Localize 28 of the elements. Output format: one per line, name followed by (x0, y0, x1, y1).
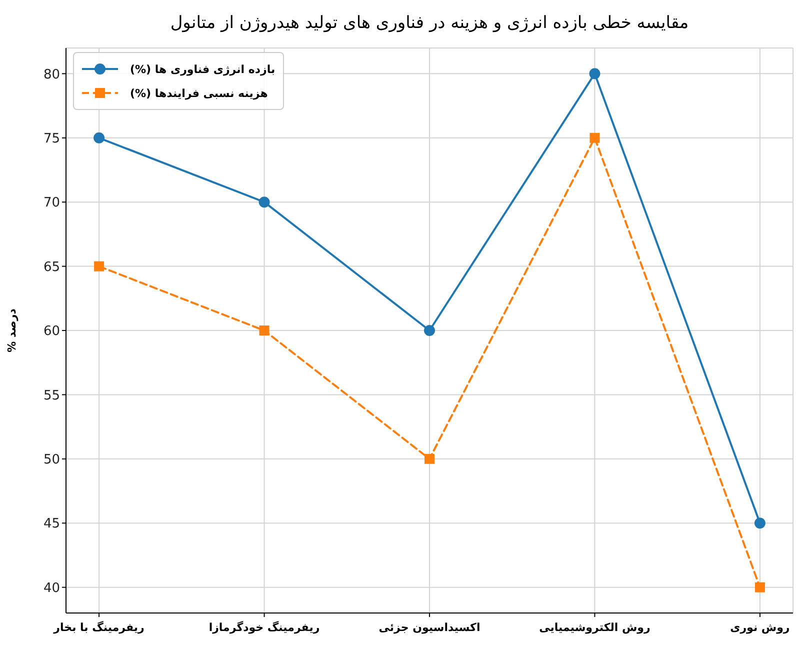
y-tick-label: 75 (43, 132, 60, 146)
y-tick-label: 80 (43, 67, 60, 82)
point (94, 261, 104, 272)
point (94, 132, 105, 144)
y-tick-label: 55 (43, 388, 60, 404)
point (424, 454, 434, 464)
legend-label: هزینه نسبی فرایندها (%) (130, 86, 268, 100)
chart-title: مقایسه خطی بازده انرژی و هزینه در فناوری های تولید هیدروژن از متانول (169, 13, 690, 33)
y-tick-label: 60 (43, 324, 60, 340)
point (754, 582, 765, 592)
y-tick-label: 65 (43, 260, 60, 275)
point (589, 68, 600, 80)
point (590, 132, 600, 143)
y-tick-label: 40 (43, 580, 60, 596)
point (259, 326, 270, 336)
x-tick-label: روش الکتروشیمیایی (539, 621, 650, 634)
y-axis-title: درصد % (6, 308, 18, 352)
x-tick-label: ریفرمینگ با بخار (52, 621, 144, 634)
x-tick-label: اکسیداسیون جزئی (378, 621, 480, 634)
x-tick-label: روش نوری (730, 621, 790, 634)
point (424, 325, 435, 336)
x-tick-label: ریفرمینگ خودگرمازا (208, 621, 320, 634)
legend-label: بازده انرژی فناوری ها (%) (130, 62, 276, 76)
point (754, 518, 766, 529)
y-tick-label: 50 (43, 452, 60, 468)
y-tick-label: 45 (43, 516, 60, 532)
point (258, 196, 270, 208)
y-tick-label: 70 (43, 196, 60, 211)
